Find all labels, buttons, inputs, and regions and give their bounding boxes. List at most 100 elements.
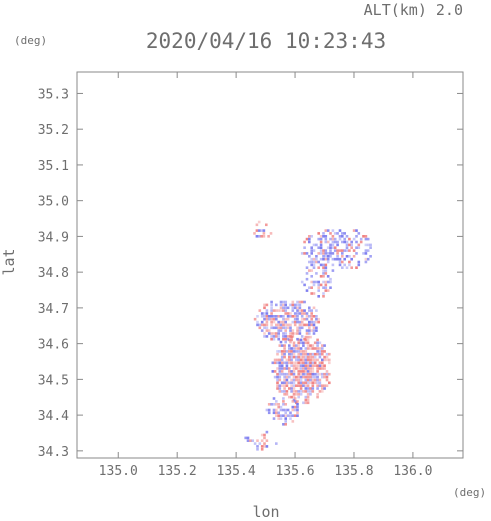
echo-cell bbox=[306, 381, 310, 385]
echo-cell bbox=[279, 306, 283, 310]
echo-cell bbox=[325, 375, 329, 379]
echo-cell bbox=[290, 372, 293, 376]
y-unit-label: (deg) bbox=[14, 34, 47, 47]
echo-cell bbox=[321, 361, 324, 365]
echo-cell bbox=[305, 266, 309, 269]
echo-cell bbox=[296, 300, 299, 304]
echo-cell bbox=[258, 442, 262, 445]
echo-cell bbox=[284, 303, 287, 307]
echo-cell bbox=[312, 326, 316, 330]
echo-cell bbox=[302, 384, 305, 387]
echo-cell bbox=[329, 249, 332, 252]
echo-cell bbox=[275, 400, 278, 403]
echo-cell bbox=[310, 257, 313, 261]
echo-cell bbox=[321, 352, 324, 356]
echo-cell bbox=[283, 375, 286, 379]
echo-cell bbox=[293, 400, 297, 403]
echo-cell bbox=[319, 240, 323, 244]
echo-cell bbox=[304, 370, 308, 373]
y-tick-label: 34.8 bbox=[38, 266, 69, 281]
echo-cell bbox=[317, 260, 320, 264]
echo-cell bbox=[343, 257, 346, 261]
echo-cell bbox=[298, 323, 302, 327]
y-tick-label: 35.1 bbox=[38, 159, 69, 174]
echo-cell bbox=[315, 260, 318, 264]
echo-cell bbox=[304, 358, 308, 362]
echo-cell bbox=[285, 350, 289, 353]
echo-cell bbox=[297, 393, 300, 396]
echo-cell bbox=[306, 398, 310, 402]
echo-cell bbox=[297, 358, 300, 362]
echo-cell bbox=[286, 414, 290, 417]
echo-cell bbox=[284, 335, 287, 338]
echo-cell bbox=[256, 448, 259, 451]
echo-cell bbox=[310, 286, 313, 289]
echo-cell bbox=[244, 436, 247, 440]
echo-cell bbox=[324, 272, 328, 275]
echo-cell bbox=[306, 341, 310, 345]
echo-cell bbox=[300, 309, 304, 312]
echo-cell bbox=[267, 403, 271, 406]
echo-cell bbox=[291, 300, 295, 304]
echo-cell bbox=[288, 347, 291, 350]
echo-cell bbox=[315, 309, 318, 312]
echo-cell bbox=[329, 243, 332, 247]
echo-cell bbox=[277, 315, 280, 318]
echo-cell bbox=[359, 240, 363, 244]
echo-cell bbox=[317, 237, 320, 241]
echo-cell bbox=[282, 317, 285, 321]
echo-cell bbox=[289, 303, 292, 307]
echo-cell bbox=[282, 414, 285, 417]
echo-cell bbox=[299, 381, 303, 385]
echo-cell bbox=[345, 240, 349, 244]
echo-cell bbox=[302, 390, 305, 393]
y-tick-label: 34.3 bbox=[38, 445, 69, 460]
echo-cell bbox=[298, 312, 302, 315]
echo-cell bbox=[329, 252, 332, 255]
echo-cell bbox=[280, 350, 284, 353]
echo-cell bbox=[279, 405, 283, 409]
echo-cell bbox=[308, 235, 311, 238]
echo-cell bbox=[293, 332, 297, 335]
echo-cell bbox=[296, 403, 299, 406]
echo-cell bbox=[306, 347, 310, 350]
echo-cell bbox=[253, 232, 256, 235]
echo-cell bbox=[263, 303, 266, 307]
echo-cell bbox=[289, 323, 292, 327]
echo-cell bbox=[272, 408, 276, 412]
echo-cell bbox=[364, 237, 368, 241]
echo-cell bbox=[364, 249, 368, 252]
echo-cell bbox=[272, 326, 276, 330]
echo-cell bbox=[299, 370, 303, 373]
echo-cell bbox=[267, 332, 271, 335]
echo-cell bbox=[277, 405, 280, 409]
echo-cell bbox=[304, 372, 308, 376]
echo-cell bbox=[306, 355, 310, 359]
echo-cell bbox=[288, 367, 291, 370]
echo-cell bbox=[296, 320, 299, 324]
echo-cell bbox=[325, 384, 329, 387]
echo-cell bbox=[338, 229, 342, 232]
echo-cell bbox=[319, 275, 323, 278]
echo-cell bbox=[282, 408, 285, 412]
echo-cell bbox=[321, 390, 324, 393]
echo-cell bbox=[309, 393, 312, 396]
echo-cell bbox=[308, 332, 311, 335]
echo-cell bbox=[249, 439, 252, 442]
echo-cell bbox=[299, 372, 303, 376]
echo-cell bbox=[318, 355, 322, 359]
echo-cell bbox=[304, 335, 308, 339]
echo-cell bbox=[323, 355, 326, 359]
echo-cell bbox=[276, 358, 279, 362]
echo-cell bbox=[310, 260, 313, 264]
echo-cell bbox=[297, 341, 300, 345]
echo-cell bbox=[263, 306, 266, 310]
echo-cell bbox=[283, 387, 286, 390]
echo-cell bbox=[295, 347, 298, 350]
echo-cell bbox=[260, 235, 263, 238]
echo-cell bbox=[278, 375, 282, 379]
echo-cell bbox=[321, 375, 324, 379]
echo-cell bbox=[299, 378, 303, 382]
x-unit-label: (deg) bbox=[453, 486, 486, 499]
echo-cell bbox=[280, 358, 284, 362]
